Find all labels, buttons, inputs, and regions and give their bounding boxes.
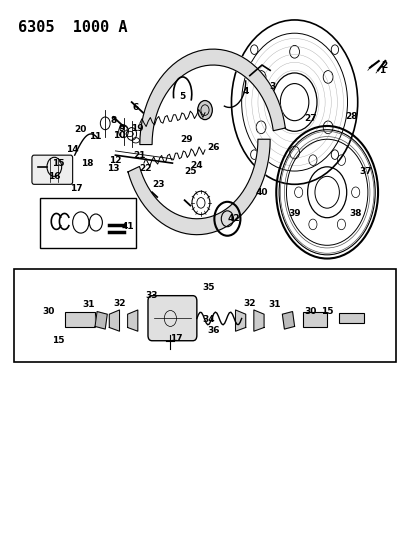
Text: 3: 3: [268, 82, 275, 91]
Polygon shape: [127, 310, 137, 331]
Text: 41: 41: [121, 222, 134, 231]
Text: 5: 5: [179, 92, 185, 101]
Text: 10: 10: [113, 131, 126, 140]
Text: 8: 8: [110, 116, 116, 125]
Circle shape: [197, 101, 212, 119]
Text: 32: 32: [113, 299, 126, 308]
Polygon shape: [282, 312, 294, 329]
Bar: [302, 312, 326, 327]
Text: 28: 28: [344, 112, 357, 122]
Text: 14: 14: [66, 146, 79, 155]
Text: 19: 19: [131, 124, 144, 133]
Bar: [339, 313, 363, 323]
Text: 24: 24: [190, 161, 203, 170]
Text: 23: 23: [152, 180, 164, 189]
Text: 38: 38: [348, 209, 361, 218]
Text: 29: 29: [180, 135, 193, 144]
Text: 22: 22: [139, 164, 152, 173]
Text: 39: 39: [288, 209, 300, 218]
FancyBboxPatch shape: [148, 296, 196, 341]
Polygon shape: [253, 310, 263, 331]
Text: 4: 4: [242, 87, 248, 96]
Text: 1: 1: [378, 66, 384, 75]
Text: 34: 34: [202, 315, 215, 324]
Text: 26: 26: [207, 143, 219, 152]
Text: 2: 2: [380, 61, 387, 69]
Polygon shape: [235, 310, 245, 331]
Text: 31: 31: [83, 300, 95, 309]
Polygon shape: [95, 312, 107, 329]
Text: 11: 11: [89, 132, 101, 141]
Text: 30: 30: [42, 307, 54, 316]
Text: 6305  1000 A: 6305 1000 A: [18, 20, 127, 35]
Text: 17: 17: [70, 183, 83, 192]
Text: 20: 20: [74, 125, 87, 134]
Text: 25: 25: [184, 166, 196, 175]
FancyBboxPatch shape: [32, 155, 72, 184]
Text: 9: 9: [118, 124, 124, 133]
Bar: [64, 312, 95, 327]
Text: 36: 36: [207, 326, 219, 335]
Text: 15: 15: [320, 307, 333, 316]
Text: 33: 33: [146, 291, 158, 300]
Text: 18: 18: [81, 159, 93, 167]
Polygon shape: [128, 139, 270, 235]
Text: 21: 21: [133, 151, 146, 160]
Text: 40: 40: [255, 188, 267, 197]
Text: 27: 27: [304, 114, 317, 123]
Text: 16: 16: [48, 172, 61, 181]
Text: 17: 17: [170, 334, 182, 343]
Bar: [13, 269, 396, 362]
Text: 13: 13: [107, 164, 119, 173]
Bar: [40, 198, 135, 248]
Polygon shape: [109, 310, 119, 331]
Text: 32: 32: [243, 299, 255, 308]
Text: 15: 15: [52, 159, 65, 167]
Polygon shape: [139, 49, 285, 144]
Text: 42: 42: [227, 214, 239, 223]
Text: 12: 12: [109, 156, 121, 165]
Text: 37: 37: [359, 166, 371, 175]
Text: 30: 30: [304, 307, 316, 316]
Text: 6: 6: [133, 103, 139, 112]
Text: 31: 31: [267, 300, 280, 309]
Text: 15: 15: [52, 336, 65, 345]
Text: 35: 35: [202, 283, 215, 292]
